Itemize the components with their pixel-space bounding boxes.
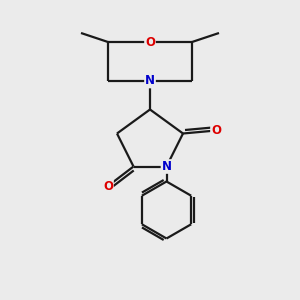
Text: O: O (103, 179, 113, 193)
Text: N: N (145, 74, 155, 88)
Text: N: N (161, 160, 172, 173)
Text: O: O (211, 124, 221, 137)
Text: O: O (145, 35, 155, 49)
